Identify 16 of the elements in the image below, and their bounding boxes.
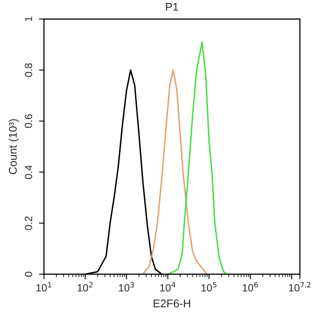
- x-tick-label: 10$^{7.2}$: [289, 282, 310, 292]
- y-tick-label: 0.2: [24, 216, 32, 230]
- x-axis-title: E2F6-H: [154, 299, 190, 308]
- y-axis-title: Count (10³): [8, 119, 19, 174]
- chart-title: P1: [166, 3, 178, 11]
- x-tick-label: 10$^{5}$: [202, 282, 216, 292]
- y-tick-label: 0.8: [24, 63, 32, 77]
- x-tick-label: 10$^{4}$: [160, 282, 176, 292]
- y-tick-label: 0.6: [24, 114, 32, 128]
- y-tick-label: 0.4: [24, 165, 32, 179]
- x-tick-label: 10$^{1}$: [36, 282, 52, 292]
- y-tick-label: 1: [24, 16, 32, 22]
- y-tick-label: 0: [24, 272, 32, 277]
- x-tick-label: 10$^{2}$: [78, 282, 92, 292]
- x-tick-label: 10$^{3}$: [118, 282, 134, 292]
- x-tick-label: 10$^{6}$: [242, 282, 258, 292]
